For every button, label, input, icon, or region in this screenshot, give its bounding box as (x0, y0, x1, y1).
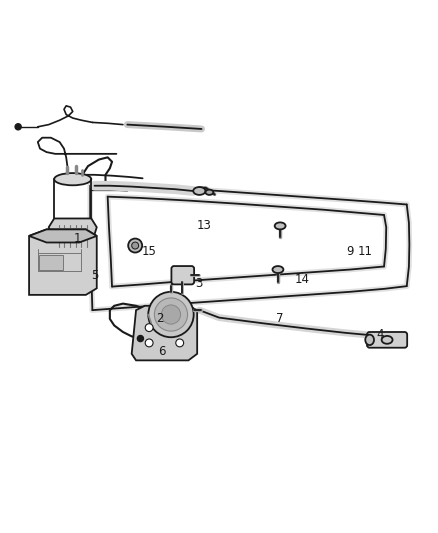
Polygon shape (29, 229, 97, 295)
Circle shape (132, 242, 139, 249)
Ellipse shape (193, 187, 205, 195)
Circle shape (138, 335, 144, 342)
FancyBboxPatch shape (367, 332, 407, 348)
Ellipse shape (381, 336, 392, 344)
Text: 4: 4 (377, 328, 384, 341)
Ellipse shape (54, 173, 91, 185)
Text: 1: 1 (73, 232, 81, 245)
Polygon shape (132, 306, 197, 360)
Circle shape (154, 298, 187, 331)
Text: 2: 2 (156, 312, 164, 325)
Circle shape (161, 305, 180, 324)
Circle shape (176, 339, 184, 347)
Ellipse shape (275, 222, 286, 229)
Circle shape (128, 239, 142, 253)
FancyBboxPatch shape (39, 255, 63, 270)
Text: 5: 5 (91, 269, 98, 282)
Ellipse shape (365, 335, 374, 345)
Circle shape (145, 324, 153, 332)
FancyBboxPatch shape (171, 266, 194, 285)
Circle shape (145, 339, 153, 347)
Text: 7: 7 (276, 312, 284, 325)
Text: 3: 3 (196, 278, 203, 290)
Text: 15: 15 (142, 245, 156, 258)
Circle shape (148, 292, 194, 337)
Text: 11: 11 (358, 245, 373, 258)
Ellipse shape (272, 266, 283, 273)
Polygon shape (49, 219, 97, 251)
Text: 9: 9 (346, 245, 354, 258)
Text: 14: 14 (294, 273, 310, 286)
Text: 6: 6 (159, 345, 166, 358)
Ellipse shape (205, 190, 213, 195)
Circle shape (15, 124, 21, 130)
Text: 13: 13 (196, 219, 211, 231)
Polygon shape (29, 229, 97, 243)
